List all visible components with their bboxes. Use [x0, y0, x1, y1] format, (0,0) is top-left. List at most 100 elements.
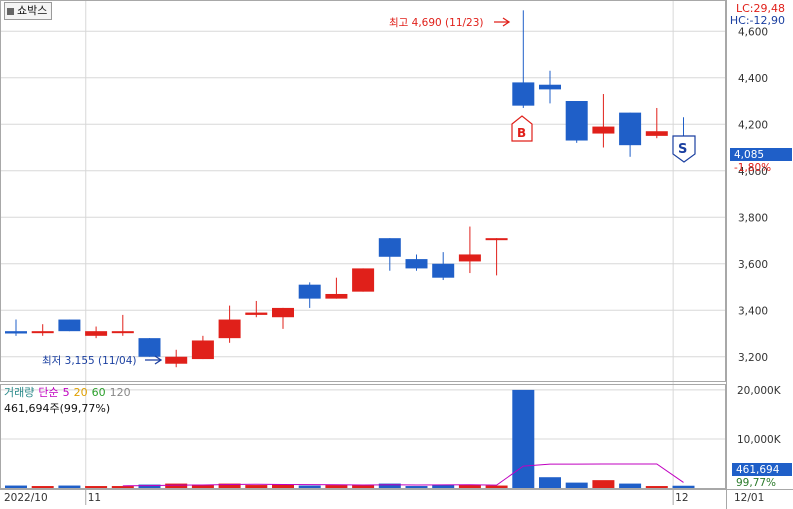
svg-text:B: B — [517, 126, 526, 140]
candle — [298, 282, 321, 308]
candle — [512, 10, 535, 108]
low-arrow — [145, 355, 163, 365]
volume-bar — [485, 485, 508, 488]
stock-name: 쇼박스 — [17, 4, 48, 17]
candle — [539, 70, 561, 104]
volume-legend: 거래량 단순 5 20 60 120 — [4, 386, 131, 399]
price-tick-label: 3,800 — [738, 212, 768, 224]
price-tick-label: 3,400 — [738, 305, 768, 317]
candle — [272, 307, 294, 329]
volume-legend-ma120: 120 — [109, 386, 131, 399]
volume-bar — [378, 483, 401, 488]
candle — [85, 326, 108, 339]
date-tick-label: 12 — [675, 492, 688, 504]
svg-text:S: S — [678, 142, 687, 157]
candle — [138, 338, 161, 357]
volume-bar — [245, 485, 268, 488]
candle — [405, 254, 428, 271]
price-tick-label: 4,400 — [738, 73, 768, 85]
volume-bar — [458, 484, 481, 488]
candle — [378, 238, 401, 271]
current-price-box: 4,085 -1,80% — [730, 148, 792, 174]
price-tick-label: 3,600 — [738, 259, 768, 271]
menu-square-icon — [7, 7, 14, 15]
volume-tick-label: 20,000K — [737, 385, 782, 397]
candle — [31, 324, 54, 336]
volume-legend-ma60: 60 — [91, 386, 106, 399]
candle — [165, 349, 188, 368]
buy-marker: B — [511, 115, 533, 142]
candle — [485, 238, 508, 276]
volume-bar — [111, 486, 134, 488]
volume-bar — [272, 484, 294, 488]
volume-legend-type: 단순 — [38, 386, 59, 399]
date-tick-label: 2022/10 — [4, 492, 48, 504]
price-tick-label: 3,200 — [738, 352, 768, 364]
volume-bar — [165, 483, 188, 488]
candle — [325, 277, 348, 299]
date-axis-labels: 2022/10 11 12 12/01 — [4, 492, 764, 504]
volume-panel-frame — [0, 384, 726, 489]
volume-axis-labels: 10,000K 20,000K — [737, 385, 782, 446]
candles — [5, 10, 695, 368]
candle — [352, 268, 375, 292]
grid-lines — [0, 0, 726, 505]
volume-bar — [352, 485, 375, 488]
svg-text:99,77%: 99,77% — [736, 477, 776, 489]
candle — [432, 252, 455, 281]
date-tick-label: 11 — [88, 492, 101, 504]
candle — [191, 335, 214, 360]
price-tick-label: 4,0o0 — [738, 166, 768, 178]
volume-bar — [218, 483, 241, 488]
price-panel-frame — [0, 0, 726, 382]
volume-bar — [672, 485, 695, 488]
svg-text:461,694: 461,694 — [736, 464, 780, 476]
high-annotation: 최고 4,690 (11/23) — [389, 17, 484, 29]
volume-tick-label: 10,000K — [737, 434, 782, 446]
volume-grid-lines — [0, 389, 726, 440]
candle — [619, 112, 642, 157]
volume-bar — [512, 389, 535, 488]
candle — [245, 300, 268, 318]
volume-bar — [592, 480, 615, 488]
lc-label: LC:29,48 — [735, 2, 785, 15]
volume-legend-title: 거래량 — [4, 386, 35, 399]
volume-bar — [58, 485, 81, 488]
svg-text:-1,80%: -1,80% — [734, 162, 771, 174]
volume-legend-ma20: 20 — [73, 386, 88, 399]
candle — [645, 107, 668, 139]
volume-bar — [191, 484, 214, 488]
volume-bar — [85, 486, 108, 488]
volume-info: 461,694주(99,77%) — [4, 402, 111, 415]
volume-bar — [31, 486, 54, 488]
high-arrow — [494, 17, 511, 27]
candle — [458, 226, 481, 274]
candle — [218, 305, 241, 343]
hc-label: HC:-12,90 — [729, 14, 785, 27]
price-axis-labels: 3,200 3,400 3,600 3,800 4,0o0 4,200 4,400 4,600 — [738, 26, 768, 364]
volume-bar — [619, 483, 642, 488]
candle — [111, 314, 134, 336]
low-annotation: 최저 3,155 (11/04) — [42, 355, 137, 367]
price-tick-label: 4,200 — [738, 119, 768, 131]
candle — [592, 94, 615, 148]
candle — [5, 319, 27, 336]
volume-bar — [645, 486, 668, 488]
volume-bar — [539, 477, 561, 488]
volume-bar — [325, 485, 348, 488]
date-tick-label: 12/01 — [734, 492, 764, 504]
current-volume-box: 461,694 99,77% — [732, 463, 792, 489]
volume-ma5-line — [122, 463, 684, 487]
candle — [565, 101, 588, 143]
price-tick-label: 4,600 — [738, 26, 768, 38]
volume-bar — [5, 485, 27, 488]
volume-bar — [298, 485, 321, 488]
svg-text:4,085: 4,085 — [734, 149, 764, 161]
volume-bar — [432, 484, 455, 488]
stock-name-box[interactable]: 쇼박스 — [4, 2, 53, 20]
candle — [58, 319, 81, 332]
volume-bar — [138, 484, 161, 488]
volume-legend-ma5: 5 — [62, 386, 70, 399]
volume-bar — [405, 486, 428, 488]
